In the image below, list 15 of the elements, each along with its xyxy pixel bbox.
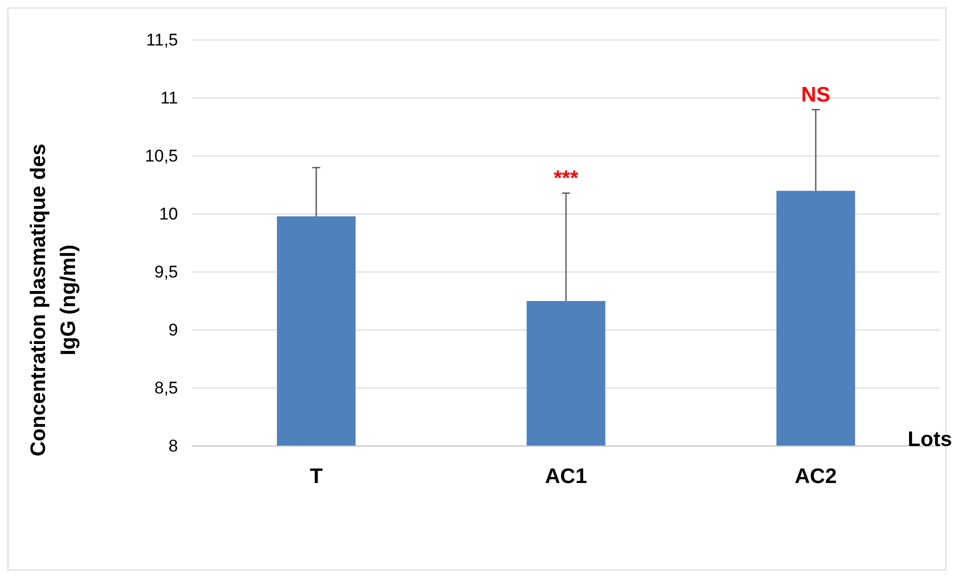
y-tick-label: 9,5 <box>154 262 178 282</box>
x-axis-title: Lots <box>908 428 952 451</box>
y-tick-label: 8 <box>168 436 178 456</box>
x-tick-label: T <box>310 464 323 488</box>
x-tick-label: AC1 <box>544 464 588 488</box>
y-tick-label: 11,5 <box>146 30 178 50</box>
y-axis-title: Concentration plasmatique des IgG (ng/ml) <box>27 144 80 456</box>
annotation: *** <box>554 167 580 190</box>
y-tick-label: 10 <box>159 204 178 224</box>
y-tick-label: 11 <box>160 88 178 108</box>
annotation: NS <box>801 84 830 107</box>
x-tick-label: AC2 <box>794 464 837 488</box>
y-tick-label: 9 <box>168 320 178 340</box>
y-tick-label: 8,5 <box>154 378 178 398</box>
y-tick-label: 10,5 <box>144 146 178 166</box>
